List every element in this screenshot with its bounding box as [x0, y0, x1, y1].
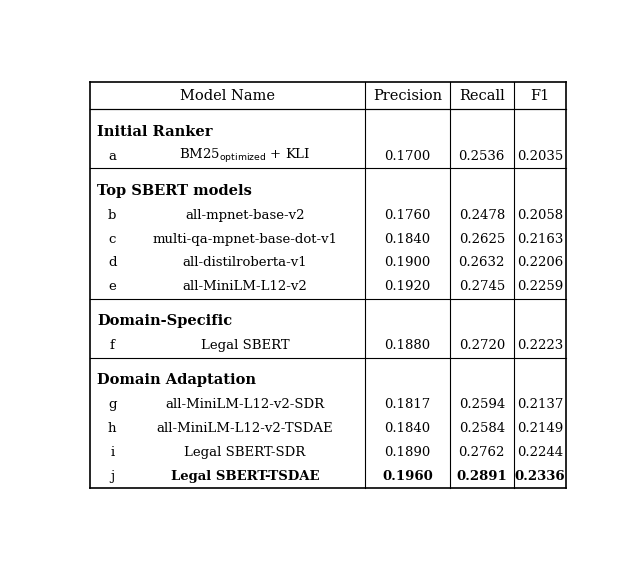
- Text: 0.2632: 0.2632: [459, 256, 505, 269]
- Text: multi-qa-mpnet-base-dot-v1: multi-qa-mpnet-base-dot-v1: [152, 233, 337, 245]
- Text: Legal SBERT: Legal SBERT: [200, 339, 289, 352]
- Text: h: h: [108, 422, 116, 435]
- Text: 0.1880: 0.1880: [384, 339, 431, 352]
- Text: 0.2336: 0.2336: [515, 470, 565, 483]
- Text: Domain Adaptation: Domain Adaptation: [97, 373, 257, 387]
- Text: 0.2223: 0.2223: [517, 339, 563, 352]
- Text: c: c: [109, 233, 116, 245]
- Text: 0.1760: 0.1760: [384, 209, 431, 222]
- Text: j: j: [110, 470, 115, 483]
- Text: all-mpnet-base-v2: all-mpnet-base-v2: [185, 209, 305, 222]
- Text: 0.2137: 0.2137: [517, 398, 563, 411]
- Text: 0.1840: 0.1840: [384, 422, 431, 435]
- Text: F1: F1: [531, 89, 550, 102]
- Text: g: g: [108, 398, 116, 411]
- Text: 0.2244: 0.2244: [517, 446, 563, 459]
- Text: 0.1960: 0.1960: [382, 470, 433, 483]
- Text: 0.2035: 0.2035: [517, 150, 563, 163]
- Text: 0.2259: 0.2259: [517, 280, 563, 293]
- Text: 0.2625: 0.2625: [459, 233, 505, 245]
- Text: 0.2584: 0.2584: [459, 422, 505, 435]
- Text: 0.1700: 0.1700: [384, 150, 431, 163]
- Text: Precision: Precision: [372, 89, 442, 102]
- Text: 0.2478: 0.2478: [459, 209, 505, 222]
- Text: Domain-Specific: Domain-Specific: [97, 314, 232, 328]
- Text: Top SBERT models: Top SBERT models: [97, 184, 252, 198]
- Text: Legal SBERT-TSDAE: Legal SBERT-TSDAE: [171, 470, 319, 483]
- Text: 0.1920: 0.1920: [384, 280, 431, 293]
- Text: all-MiniLM-L12-v2: all-MiniLM-L12-v2: [182, 280, 307, 293]
- Text: 0.2594: 0.2594: [459, 398, 505, 411]
- Text: 0.2058: 0.2058: [517, 209, 563, 222]
- Text: 0.2206: 0.2206: [517, 256, 563, 269]
- Text: 0.1840: 0.1840: [384, 233, 431, 245]
- Text: 0.2745: 0.2745: [459, 280, 505, 293]
- Text: 0.1900: 0.1900: [384, 256, 431, 269]
- Text: 0.2163: 0.2163: [517, 233, 563, 245]
- Text: Legal SBERT-SDR: Legal SBERT-SDR: [184, 446, 305, 459]
- Text: 0.2891: 0.2891: [456, 470, 507, 483]
- Text: f: f: [110, 339, 115, 352]
- Text: i: i: [110, 446, 115, 459]
- Text: a: a: [108, 150, 116, 163]
- Text: 0.2149: 0.2149: [517, 422, 563, 435]
- Text: all-MiniLM-L12-v2-TSDAE: all-MiniLM-L12-v2-TSDAE: [157, 422, 333, 435]
- Text: e: e: [108, 280, 116, 293]
- Text: Recall: Recall: [459, 89, 504, 102]
- Text: all-MiniLM-L12-v2-SDR: all-MiniLM-L12-v2-SDR: [165, 398, 324, 411]
- Text: Model Name: Model Name: [180, 89, 275, 102]
- Text: 0.2762: 0.2762: [459, 446, 505, 459]
- Text: 0.2536: 0.2536: [459, 150, 505, 163]
- Text: 0.2720: 0.2720: [459, 339, 505, 352]
- Text: 0.1890: 0.1890: [384, 446, 431, 459]
- Text: b: b: [108, 209, 116, 222]
- Text: d: d: [108, 256, 116, 269]
- Text: BM25$_{\rm optimized}$ + KLI: BM25$_{\rm optimized}$ + KLI: [179, 147, 310, 165]
- Text: all-distilroberta-v1: all-distilroberta-v1: [182, 256, 307, 269]
- Text: Initial Ranker: Initial Ranker: [97, 125, 213, 138]
- Text: 0.1817: 0.1817: [384, 398, 431, 411]
